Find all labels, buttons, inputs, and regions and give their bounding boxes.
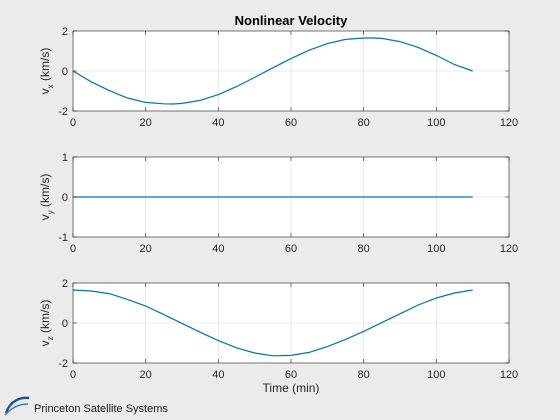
brand-name: Princeton Satellite Systems <box>34 403 168 415</box>
y-axis-label: vy (km/s) <box>38 174 55 221</box>
x-tick-label: 60 <box>285 117 297 129</box>
x-axis-label: Time (min) <box>263 381 320 395</box>
y-tick-label: 1 <box>62 152 68 164</box>
y-tick-label: 0 <box>62 318 68 330</box>
brand-logo: Princeton Satellite Systems <box>4 392 168 418</box>
x-tick-label: 80 <box>358 117 370 129</box>
x-tick-label: 80 <box>358 369 370 381</box>
x-tick-label: 80 <box>358 243 370 255</box>
y-axis-label: vz (km/s) <box>38 300 55 347</box>
x-tick-label: 100 <box>427 369 445 381</box>
y-tick-label: 2 <box>62 26 68 38</box>
x-tick-label: 120 <box>500 243 518 255</box>
y-axis-label: vx (km/s) <box>38 48 55 95</box>
y-tick-label: -1 <box>58 232 68 244</box>
y-tick-label: 0 <box>62 66 68 78</box>
x-tick-label: 40 <box>212 369 224 381</box>
x-tick-label: 40 <box>212 243 224 255</box>
series-line <box>72 37 473 105</box>
series-line <box>72 289 473 357</box>
x-tick-label: 0 <box>70 369 76 381</box>
x-tick-label: 40 <box>212 117 224 129</box>
x-tick-label: 60 <box>285 369 297 381</box>
x-tick-label: 20 <box>140 117 152 129</box>
x-tick-label: 20 <box>140 243 152 255</box>
y-tick-label: -2 <box>58 358 68 370</box>
y-tick-label: 2 <box>62 278 68 290</box>
x-tick-label: 0 <box>70 117 76 129</box>
pss-swoosh-logo-icon <box>4 396 30 416</box>
x-tick-label: 60 <box>285 243 297 255</box>
x-tick-label: 120 <box>500 369 518 381</box>
chart-title: Nonlinear Velocity <box>235 13 348 28</box>
x-tick-label: 120 <box>500 117 518 129</box>
x-tick-label: 100 <box>427 243 445 255</box>
y-tick-label: 0 <box>62 192 68 204</box>
x-tick-label: 100 <box>427 117 445 129</box>
x-tick-label: 20 <box>140 369 152 381</box>
x-tick-label: 0 <box>70 243 76 255</box>
y-tick-label: -2 <box>58 106 68 118</box>
